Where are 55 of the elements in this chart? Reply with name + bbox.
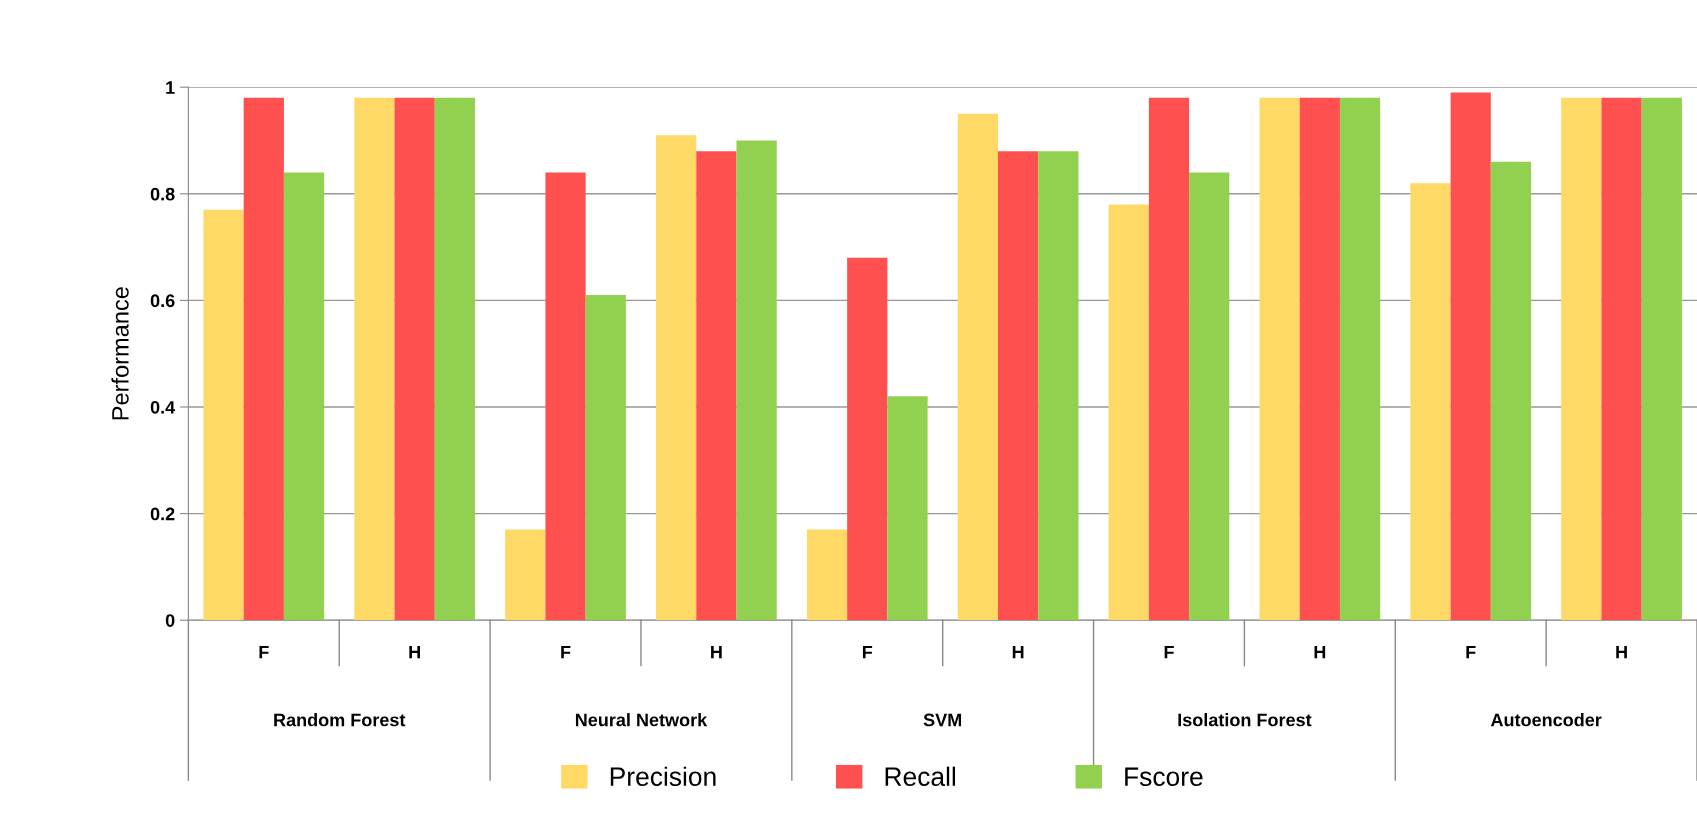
x-tick-label: F [561, 645, 571, 659]
x-tick-label: H [711, 645, 722, 659]
bar [545, 172, 586, 621]
bar [1339, 97, 1381, 621]
bar [1259, 97, 1300, 621]
x-tick-label: F [862, 645, 873, 659]
bar [1450, 92, 1491, 621]
x-tick-label: F [1466, 645, 1476, 659]
bar [1641, 97, 1682, 621]
bar [1299, 97, 1340, 621]
text: SVM [923, 713, 962, 727]
text: Isolation Forest [1178, 713, 1312, 727]
y-axis-title: Performance [111, 287, 129, 420]
bar [1490, 161, 1532, 621]
y-tick-label: 1 [166, 81, 175, 94]
legend-label: Fscore [1125, 767, 1203, 787]
legend-label: Precision [610, 766, 716, 787]
bar [505, 529, 546, 621]
bar [998, 151, 1039, 621]
x-tick-label: H [409, 645, 420, 659]
bar [1410, 183, 1451, 621]
bar [434, 97, 476, 621]
x-tick-label: H [1616, 645, 1627, 659]
bar [847, 257, 888, 621]
x-tick-label: H [1012, 645, 1024, 659]
text: Autoencoder [1490, 713, 1602, 727]
bar [1148, 97, 1190, 621]
bar [887, 396, 928, 621]
x-tick-label: F [259, 645, 269, 659]
x-tick-label: H [1314, 645, 1326, 659]
bar [1561, 97, 1602, 621]
y-tick-label: 0 [165, 614, 175, 627]
text: Random Forest [274, 713, 406, 727]
bar [585, 295, 626, 621]
y-tick-label: 0.8 [150, 187, 175, 201]
text: Neural Network [575, 713, 708, 727]
bar [283, 172, 325, 621]
bar [394, 97, 435, 621]
bar [1038, 151, 1079, 621]
bar [1601, 97, 1642, 621]
y-tick-label: 0.2 [150, 507, 175, 521]
bar [696, 151, 737, 621]
bar [203, 209, 244, 621]
bar [736, 140, 777, 621]
bar [957, 113, 998, 621]
y-tick-label: 0.4 [150, 400, 176, 414]
bar [243, 97, 284, 621]
bar [1189, 172, 1230, 621]
legend-label: Recall [885, 766, 956, 787]
bar [1108, 204, 1149, 621]
bar [354, 97, 395, 621]
bar [806, 529, 848, 621]
bar [656, 135, 697, 621]
y-tick-label: 0.6 [150, 294, 175, 308]
x-tick-label: F [1164, 645, 1174, 659]
